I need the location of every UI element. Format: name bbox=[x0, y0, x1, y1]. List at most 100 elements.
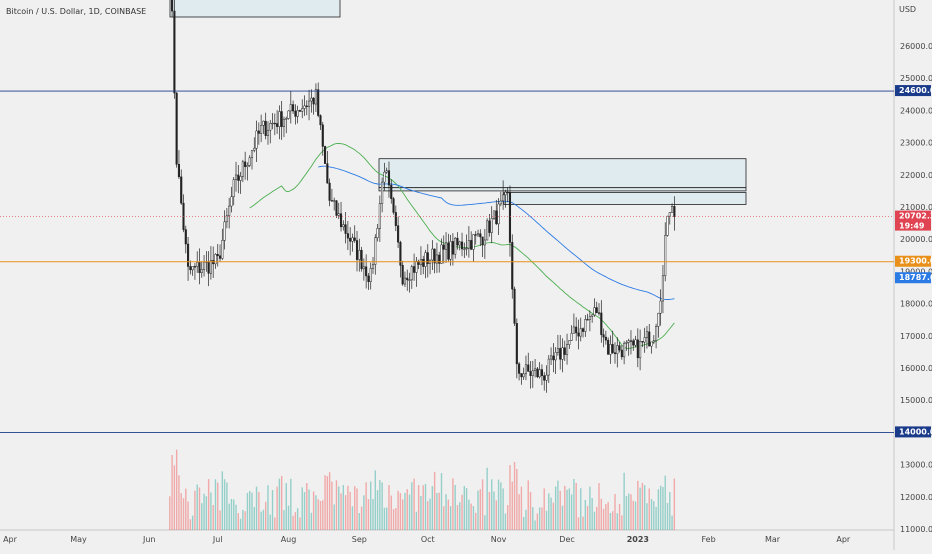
candle-body bbox=[664, 235, 667, 277]
volume-bar bbox=[344, 495, 347, 530]
volume-bar bbox=[205, 496, 208, 530]
candle-body bbox=[652, 340, 655, 343]
candle-body bbox=[171, 0, 174, 12]
candle-body bbox=[515, 323, 518, 365]
candle-body bbox=[371, 264, 375, 269]
candle-body bbox=[301, 108, 304, 112]
candle-body bbox=[424, 252, 427, 267]
candle-body bbox=[324, 146, 327, 164]
x-tick-label: Aug bbox=[281, 535, 297, 544]
volume-bar bbox=[511, 481, 513, 530]
candle-body bbox=[666, 215, 669, 236]
candle-body bbox=[502, 194, 505, 202]
candle-body bbox=[476, 233, 480, 236]
volume-bar bbox=[516, 468, 518, 530]
candle-body bbox=[280, 111, 283, 127]
volume-bar bbox=[554, 486, 557, 530]
candle-body bbox=[655, 326, 658, 341]
y-tick-label: 23000.00 bbox=[900, 139, 932, 148]
candle-body bbox=[454, 237, 457, 255]
candle-body bbox=[570, 333, 573, 341]
volume-bar bbox=[212, 505, 214, 530]
volume-bar bbox=[340, 493, 342, 530]
volume-bar bbox=[308, 489, 310, 530]
candle-body bbox=[426, 252, 429, 264]
candle-body bbox=[671, 206, 674, 213]
volume-bar bbox=[538, 507, 541, 530]
candle-body bbox=[374, 237, 377, 265]
candle-body bbox=[661, 275, 664, 302]
zone-box bbox=[169, 0, 341, 18]
candle-body bbox=[559, 348, 562, 360]
candle-body bbox=[218, 255, 222, 259]
volume-bar bbox=[552, 502, 555, 530]
price-badge bbox=[895, 210, 931, 231]
candle-body bbox=[422, 259, 425, 267]
candle-body bbox=[504, 191, 507, 196]
candle-body bbox=[449, 241, 452, 260]
volume-bar bbox=[634, 501, 637, 530]
volume-bar bbox=[274, 517, 276, 530]
candle-body bbox=[314, 89, 317, 105]
candle-body bbox=[317, 89, 320, 116]
candle-body bbox=[225, 215, 228, 223]
volume-bar bbox=[506, 505, 509, 530]
candle-body bbox=[408, 279, 411, 281]
candle-body bbox=[451, 241, 454, 255]
candle-body bbox=[486, 220, 489, 241]
volume-bar bbox=[593, 511, 596, 530]
volume-bar bbox=[440, 473, 443, 530]
candle-body bbox=[246, 165, 249, 168]
volume-bar bbox=[420, 496, 422, 530]
candle-body bbox=[465, 247, 468, 250]
volume-bar bbox=[244, 511, 246, 530]
candle-body bbox=[390, 184, 393, 199]
volume-bar bbox=[296, 508, 299, 530]
volume-bar bbox=[408, 494, 411, 530]
y-tick-label: 20000.00 bbox=[900, 235, 932, 244]
volume-bar bbox=[230, 498, 233, 530]
candle-body bbox=[287, 110, 290, 119]
volume-bar bbox=[518, 494, 520, 530]
volume-bar bbox=[185, 488, 187, 530]
candle-body bbox=[520, 373, 523, 378]
candle-body bbox=[207, 261, 210, 274]
candle-body bbox=[358, 249, 361, 260]
volume-bar bbox=[401, 499, 404, 530]
volume-bar bbox=[175, 449, 178, 530]
volume-bar bbox=[520, 486, 523, 530]
volume-bar bbox=[207, 479, 210, 530]
volume-bar bbox=[372, 499, 374, 530]
candle-body bbox=[550, 355, 553, 360]
candle-body bbox=[312, 97, 315, 105]
volume-bar bbox=[452, 478, 454, 530]
volume-bar bbox=[223, 479, 226, 530]
y-tick-label: 26000.00 bbox=[900, 42, 932, 51]
candle-body bbox=[273, 122, 276, 125]
candle-body bbox=[534, 368, 537, 372]
volume-bar bbox=[226, 482, 228, 530]
candle-body bbox=[641, 341, 644, 343]
price-badge bbox=[895, 426, 931, 438]
x-tick-label: Apr bbox=[3, 535, 18, 544]
volume-bar bbox=[299, 517, 301, 530]
candle-body bbox=[394, 212, 397, 226]
candle-body bbox=[303, 105, 306, 109]
candle-body bbox=[668, 212, 671, 217]
volume-bar bbox=[191, 515, 194, 530]
volume-bar bbox=[447, 499, 450, 530]
candle-body bbox=[276, 123, 279, 127]
volume-bar bbox=[497, 479, 500, 530]
volume-bar bbox=[500, 482, 502, 530]
candle-body bbox=[365, 266, 368, 277]
candle-body bbox=[173, 10, 176, 94]
volume-bar bbox=[470, 503, 472, 530]
volume-bar bbox=[312, 491, 315, 530]
candle-body bbox=[657, 312, 660, 327]
y-tick-label: 12000.00 bbox=[900, 493, 932, 502]
candle-body bbox=[184, 229, 187, 245]
volume-bar bbox=[251, 492, 253, 530]
volume-bar bbox=[214, 479, 217, 530]
candle-body bbox=[406, 277, 409, 281]
